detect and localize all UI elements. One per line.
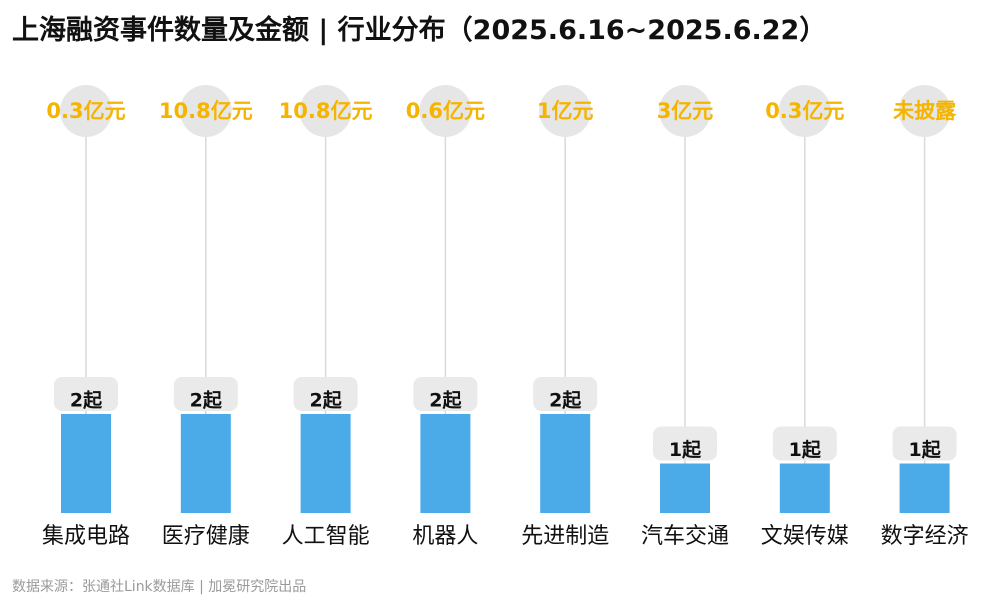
amount-label: 0.3亿元 — [46, 99, 125, 123]
amount-circle-marker — [539, 85, 592, 137]
bar-5 — [660, 463, 710, 513]
bar-4 — [540, 414, 591, 513]
bar-3 — [420, 414, 471, 513]
count-label-box — [772, 426, 837, 461]
amount-circle-marker — [659, 85, 711, 137]
category-label: 先进制造 — [521, 524, 609, 549]
count-label-box — [413, 377, 478, 411]
count-label-box — [892, 426, 957, 461]
bar-0 — [61, 414, 111, 513]
category-label: 人工智能 — [282, 524, 370, 549]
bar-6 — [779, 463, 830, 513]
count-label: 2起 — [429, 390, 462, 412]
amount-label: 0.3亿元 — [765, 99, 844, 123]
bar-7 — [899, 463, 950, 513]
amount-label: 3亿元 — [657, 99, 714, 123]
amount-label: 1亿元 — [537, 99, 594, 123]
count-label: 2起 — [309, 390, 342, 412]
amount-label: 0.6亿元 — [406, 99, 485, 123]
amount-circle-marker — [778, 85, 831, 137]
amount-label: 未披露 — [893, 99, 957, 123]
count-label: 1起 — [789, 439, 822, 461]
amount-circle-marker — [299, 85, 352, 137]
amount-label: 10.8亿元 — [159, 99, 253, 123]
count-label-box — [173, 377, 238, 411]
amount-circle-marker — [419, 85, 472, 137]
category-label: 机器人 — [412, 524, 478, 549]
data-source-note: 数据来源：张通社Link数据库 | 加冕研究院出品 — [12, 579, 307, 595]
count-label-box — [653, 426, 717, 461]
count-label: 2起 — [190, 390, 223, 412]
category-label: 数字经济 — [881, 524, 969, 549]
bar-2 — [300, 414, 351, 513]
category-label: 集成电路 — [42, 524, 130, 549]
count-label: 1起 — [669, 439, 702, 461]
count-label-box — [54, 377, 118, 411]
category-label: 汽车交通 — [641, 524, 729, 549]
amount-circle-marker — [60, 85, 112, 137]
count-label-box — [293, 377, 358, 411]
category-label: 文娱传媒 — [761, 524, 849, 549]
amount-circle-marker — [898, 85, 951, 137]
amount-label: 10.8亿元 — [279, 99, 373, 123]
count-label: 2起 — [549, 390, 582, 412]
count-label: 1起 — [908, 439, 941, 461]
category-label: 医疗健康 — [162, 524, 250, 549]
count-label-box — [533, 377, 598, 411]
count-label: 2起 — [70, 390, 103, 412]
chart-title: 上海融资事件数量及金额 | 行业分布（2025.6.16~2025.6.22） — [12, 15, 827, 46]
bar-1 — [180, 414, 231, 513]
amount-circle-marker — [179, 85, 232, 137]
